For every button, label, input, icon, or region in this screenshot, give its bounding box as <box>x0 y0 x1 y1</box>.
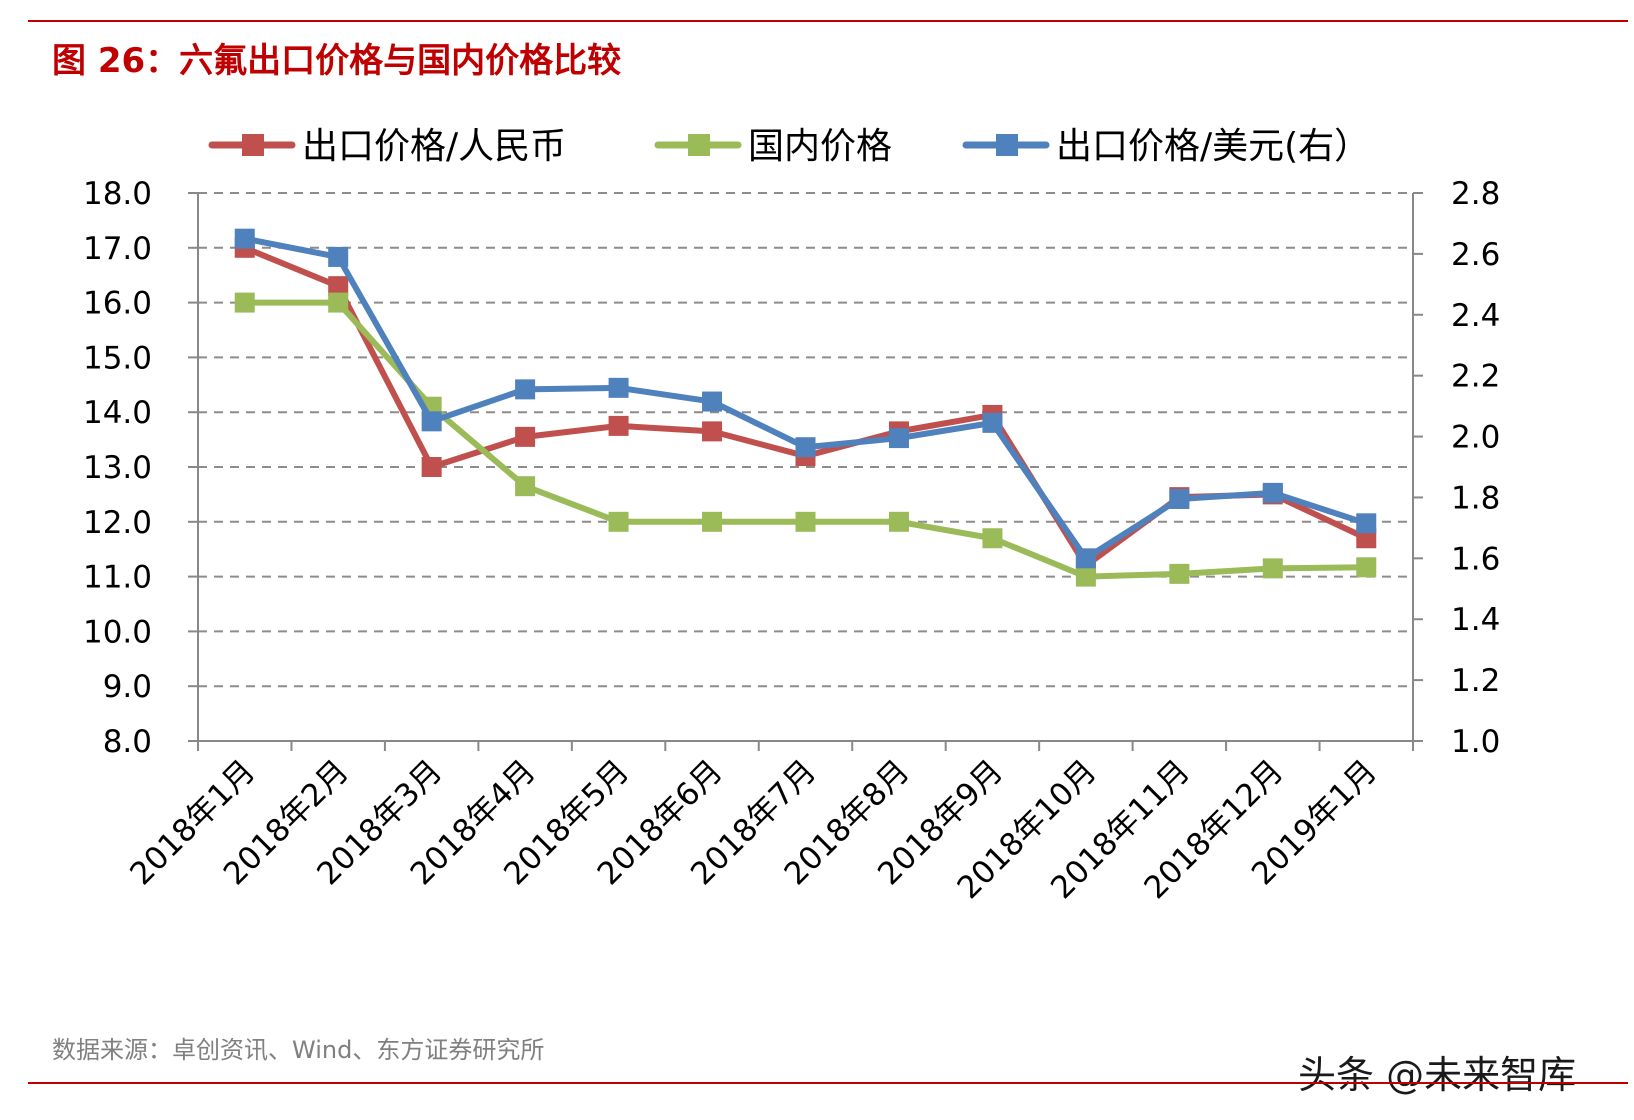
y-left-tick-label: 9.0 <box>103 669 152 705</box>
y-left-tick-label: 14.0 <box>83 395 152 431</box>
data-point <box>982 412 1003 433</box>
data-point <box>1356 557 1377 578</box>
data-point <box>421 457 442 477</box>
data-point <box>234 292 255 313</box>
y-right-tick-label: 2.2 <box>1451 359 1500 395</box>
data-point <box>328 276 349 297</box>
data-point <box>328 292 349 313</box>
series-lines <box>234 228 1377 587</box>
data-point <box>702 391 723 412</box>
legend: 出口价格/人民币 国内价格 出口价格/美元(右） <box>208 126 1370 167</box>
data-point <box>1169 563 1190 584</box>
data-point <box>1262 482 1283 503</box>
data-point <box>888 511 909 532</box>
data-point <box>1075 566 1096 587</box>
y-right-tick-label: 2.6 <box>1451 237 1500 273</box>
y-right-tick-label: 1.8 <box>1451 480 1500 516</box>
legend-label: 出口价格/美元(右） <box>1056 126 1370 167</box>
y-axis-left: 8.0 9.0 10.0 11.0 12.0 13.0 14.0 15.0 16.0 17.0 18… <box>83 176 198 760</box>
y-right-tick-label: 1.4 <box>1451 602 1500 638</box>
data-point <box>421 411 442 432</box>
legend-label: 国内价格 <box>748 126 892 167</box>
y-left-tick-label: 11.0 <box>83 560 152 596</box>
data-point <box>515 476 536 497</box>
data-point <box>515 426 536 447</box>
data-point <box>1075 548 1096 569</box>
legend-marker <box>242 134 264 156</box>
y-right-tick-label: 1.2 <box>1451 663 1500 699</box>
legend-marker <box>996 134 1018 156</box>
y-left-tick-label: 15.0 <box>83 340 152 376</box>
line-chart: 8.0 9.0 10.0 11.0 12.0 13.0 14.0 15.0 16.0 17.0 18… <box>83 126 1500 906</box>
data-point <box>608 377 629 398</box>
source-note: 数据来源：卓创资讯、Wind、东方证券研究所 <box>52 1036 545 1064</box>
y-left-tick-label: 12.0 <box>83 505 152 541</box>
data-point <box>1169 488 1190 509</box>
y-left-tick-label: 10.0 <box>83 614 152 650</box>
data-point <box>702 511 723 532</box>
data-point <box>515 379 536 400</box>
watermark: 头条 @未来智库 <box>1298 1053 1577 1097</box>
y-right-tick-label: 2.8 <box>1451 176 1500 212</box>
series-line <box>241 235 1370 562</box>
y-left-tick-label: 8.0 <box>103 724 152 760</box>
data-point <box>795 511 816 532</box>
data-point <box>608 415 629 436</box>
data-point <box>888 428 909 449</box>
y-right-tick-label: 1.0 <box>1451 724 1500 760</box>
data-point <box>795 437 816 458</box>
data-point <box>1262 558 1283 579</box>
legend-label: 出口价格/人民币 <box>302 126 566 167</box>
y-right-tick-label: 1.6 <box>1451 541 1500 577</box>
chart-title: 图 26：六氟出口价格与国内价格比较 <box>52 41 622 81</box>
y-left-tick-label: 18.0 <box>83 176 152 212</box>
data-point <box>328 246 349 267</box>
grid-lines <box>198 192 1413 688</box>
bottom-rule <box>28 1082 1628 1084</box>
y-left-tick-label: 16.0 <box>83 286 152 322</box>
data-point <box>1356 513 1377 534</box>
x-axis: 2018年1月2018年2月2018年3月2018年4月2018年5月2018年… <box>123 741 1414 906</box>
data-point <box>982 528 1003 549</box>
data-point <box>702 421 723 442</box>
data-point <box>234 228 255 249</box>
legend-marker <box>688 134 710 156</box>
y-axis-right: 1.0 1.2 1.4 1.6 1.8 2.0 2.2 2.4 2.6 2.8 <box>1413 176 1500 760</box>
data-point <box>608 511 629 532</box>
top-rule <box>28 20 1628 22</box>
y-left-tick-label: 13.0 <box>83 450 152 486</box>
y-right-tick-label: 2.4 <box>1451 298 1500 334</box>
y-right-tick-label: 2.0 <box>1451 420 1500 456</box>
y-left-tick-label: 17.0 <box>83 231 152 267</box>
